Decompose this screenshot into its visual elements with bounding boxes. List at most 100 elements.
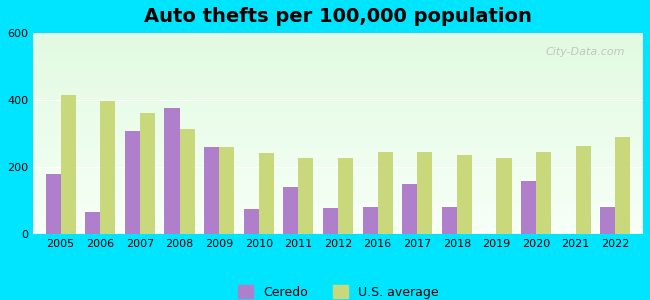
Legend: Ceredo, U.S. average: Ceredo, U.S. average xyxy=(233,280,443,300)
Bar xyxy=(33,160,643,162)
Bar xyxy=(33,220,643,222)
Bar xyxy=(33,99,643,101)
Bar xyxy=(125,131,140,234)
Bar xyxy=(33,105,643,107)
Bar xyxy=(33,137,643,140)
Bar xyxy=(33,150,643,152)
Bar xyxy=(33,77,643,79)
Bar xyxy=(33,224,643,226)
Bar xyxy=(33,67,643,69)
Bar xyxy=(298,158,313,234)
Bar xyxy=(33,134,643,136)
Bar xyxy=(33,152,643,154)
Bar xyxy=(60,95,75,234)
Bar xyxy=(33,218,643,220)
Bar xyxy=(33,51,643,53)
Bar xyxy=(33,125,643,128)
Bar xyxy=(33,168,643,170)
Bar xyxy=(33,91,643,93)
Bar xyxy=(46,174,60,234)
Bar xyxy=(33,140,643,142)
Bar xyxy=(442,207,457,234)
Bar xyxy=(33,43,643,45)
Bar xyxy=(33,65,643,67)
Bar xyxy=(33,188,643,190)
Bar xyxy=(33,184,643,186)
Bar xyxy=(33,119,643,122)
Bar xyxy=(33,176,643,178)
Bar xyxy=(33,101,643,103)
Bar xyxy=(33,208,643,210)
Bar xyxy=(33,226,643,228)
Title: Auto thefts per 100,000 population: Auto thefts per 100,000 population xyxy=(144,7,532,26)
Bar xyxy=(417,152,432,234)
Bar xyxy=(33,39,643,41)
Bar xyxy=(33,154,643,156)
Bar xyxy=(33,178,643,180)
Bar xyxy=(33,214,643,216)
Bar xyxy=(33,190,643,192)
Bar xyxy=(33,206,643,208)
Bar xyxy=(33,192,643,194)
Bar xyxy=(33,85,643,87)
Bar xyxy=(33,212,643,214)
Bar xyxy=(497,158,512,234)
Bar xyxy=(33,35,643,37)
Bar xyxy=(179,128,194,234)
Bar xyxy=(33,198,643,200)
Bar xyxy=(244,209,259,234)
Bar xyxy=(33,41,643,43)
Bar xyxy=(33,228,643,230)
Bar xyxy=(338,158,353,234)
Bar xyxy=(33,107,643,110)
Bar xyxy=(33,59,643,61)
Bar xyxy=(33,156,643,158)
Bar xyxy=(33,204,643,206)
Bar xyxy=(219,147,234,234)
Bar xyxy=(33,200,643,202)
Bar xyxy=(33,164,643,166)
Bar xyxy=(33,210,643,212)
Bar xyxy=(33,53,643,55)
Bar xyxy=(164,108,179,234)
Bar xyxy=(259,153,274,234)
Bar xyxy=(33,110,643,111)
Bar xyxy=(33,131,643,134)
Bar xyxy=(33,194,643,196)
Bar xyxy=(33,45,643,47)
Bar xyxy=(402,184,417,234)
Bar xyxy=(33,63,643,65)
Bar xyxy=(33,79,643,81)
Bar xyxy=(33,180,643,182)
Bar xyxy=(33,98,643,99)
Bar xyxy=(33,130,643,131)
Bar xyxy=(33,146,643,148)
Bar xyxy=(576,146,591,234)
Bar xyxy=(378,152,393,234)
Bar xyxy=(33,128,643,130)
Bar xyxy=(33,111,643,113)
Bar xyxy=(323,208,338,234)
Bar xyxy=(33,144,643,146)
Bar xyxy=(100,101,115,234)
Bar xyxy=(457,154,472,234)
Bar xyxy=(33,33,643,35)
Bar xyxy=(33,81,643,83)
Bar xyxy=(33,89,643,91)
Bar xyxy=(33,103,643,105)
Bar xyxy=(363,206,378,234)
Bar xyxy=(33,148,643,150)
Text: City-Data.com: City-Data.com xyxy=(545,47,625,57)
Bar xyxy=(33,73,643,75)
Bar xyxy=(33,202,643,204)
Bar xyxy=(33,216,643,218)
Bar xyxy=(33,232,643,234)
Bar xyxy=(33,172,643,174)
Bar xyxy=(521,181,536,234)
Bar xyxy=(33,69,643,71)
Bar xyxy=(616,137,630,234)
Bar xyxy=(33,83,643,85)
Bar xyxy=(536,152,551,234)
Bar xyxy=(33,182,643,184)
Bar xyxy=(33,174,643,176)
